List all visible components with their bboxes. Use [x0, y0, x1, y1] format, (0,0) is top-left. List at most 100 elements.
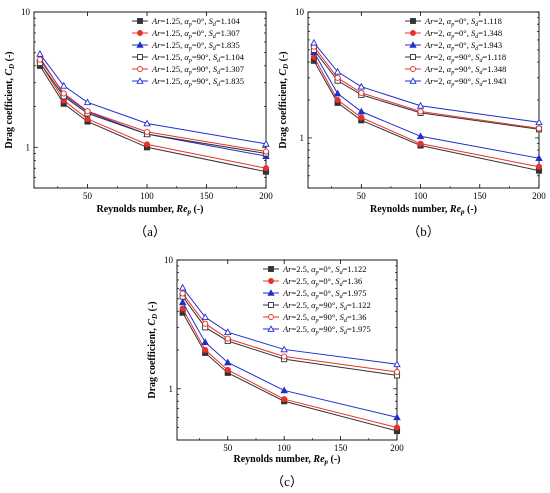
data-point [535, 118, 543, 126]
data-point [224, 358, 232, 366]
legend-entry: Ar=2, αp=90°, Sd=1.118 [405, 52, 506, 64]
data-point [416, 101, 425, 109]
legend-label: Ar=2, αp=0°, Sd=1.118 [424, 16, 502, 28]
panel-label: （b） [407, 224, 440, 239]
data-point [357, 107, 366, 115]
legend-marker [268, 314, 274, 320]
data-point [417, 108, 424, 115]
x-tick-label: 200 [259, 191, 273, 201]
chart-panel-1: 50 100 150 200 1 10 Reynolds number, Rep (-) Dr… [4, 7, 273, 239]
data-point [201, 338, 209, 346]
series-3 [178, 298, 401, 421]
series-6 [36, 49, 270, 147]
panel-label: （c） [271, 474, 303, 489]
data-point [393, 368, 401, 376]
legend-marker [410, 18, 416, 24]
x-tick-label: 50 [357, 191, 367, 201]
data-point [281, 353, 288, 360]
data-point [535, 163, 543, 170]
legend-marker [409, 41, 417, 48]
legend-label: Ar=1.25, αp=90°, Sd=1.835 [151, 76, 244, 88]
legend-entry: Ar=1.25, αp=90°, Sd=1.307 [132, 64, 244, 76]
data-point [59, 81, 68, 89]
legend-label: Ar=1.25, αp=0°, Sd=1.307 [151, 28, 240, 40]
data-point [179, 305, 186, 312]
series-5 [36, 56, 270, 155]
legend-entry: Ar=2, αp=0°, Sd=1.348 [405, 28, 502, 40]
data-point [417, 140, 424, 147]
data-point [334, 96, 341, 104]
legend-label: Ar=2.5, αp=0°, Sd=1.975 [282, 288, 367, 300]
legend-label: Ar=2.5, αp=90°, Sd=1.975 [282, 324, 371, 336]
x-axis-label: Reynolds number, Rep (-) [370, 204, 477, 216]
legend-marker [268, 302, 274, 308]
legend-entry: Ar=1.25, αp=0°, Sd=1.835 [132, 40, 240, 52]
plot-frame [307, 11, 540, 189]
legend-entry: Ar=2.5, αp=0°, Sd=1.36 [263, 276, 362, 288]
legend-label: Ar=2.5, αp=0°, Sd=1.122 [282, 264, 367, 276]
series-2 [310, 53, 543, 170]
legend-entry: Ar=1.25, αp=90°, Sd=1.104 [132, 52, 245, 64]
legend-entry: Ar=2.5, αp=0°, Sd=1.975 [263, 288, 367, 300]
x-tick-label: 50 [83, 191, 93, 201]
panel-label: （a） [134, 224, 166, 239]
data-point [201, 313, 209, 320]
legend-label: Ar=2.5, αp=0°, Sd=1.36 [282, 276, 362, 288]
data-point [280, 386, 288, 394]
series-6 [310, 38, 543, 126]
plot-frame [33, 11, 267, 189]
legend-marker [267, 289, 275, 296]
legend-label: Ar=1.25, αp=0°, Sd=1.104 [151, 16, 241, 28]
data-point [36, 49, 44, 57]
data-point [60, 90, 67, 97]
data-point [143, 119, 151, 127]
series-6 [178, 283, 401, 368]
legend-entry: Ar=1.25, αp=90°, Sd=1.835 [132, 76, 244, 88]
data-point [357, 82, 366, 90]
data-point [358, 89, 365, 96]
legend-label: Ar=2, αp=90°, Sd=1.943 [424, 76, 506, 88]
legend-entry: Ar=2, αp=0°, Sd=1.118 [405, 16, 502, 28]
x-tick-label: 50 [223, 443, 233, 453]
series-5 [310, 43, 543, 132]
legend-entry: Ar=2.5, αp=0°, Sd=1.122 [263, 264, 367, 276]
data-point [224, 335, 231, 342]
y-tick-label: 10 [295, 7, 305, 17]
x-axis-label: Reynolds number, Rep (-) [96, 204, 203, 216]
data-point [178, 298, 187, 306]
legend-marker [410, 66, 416, 72]
x-tick-label: 100 [414, 191, 428, 201]
data-point [358, 114, 365, 121]
y-tick-label: 1 [169, 384, 174, 394]
legend-entry: Ar=2, αp=90°, Sd=1.943 [405, 76, 506, 88]
data-point [280, 345, 288, 353]
legend-marker [136, 77, 144, 84]
legend-marker [409, 77, 417, 84]
legend-entry: Ar=2.5, αp=90°, Sd=1.122 [263, 300, 371, 312]
series-2 [36, 59, 270, 172]
data-point [310, 38, 318, 46]
legend-marker [410, 30, 416, 36]
series-4 [36, 59, 270, 157]
legend-entry: Ar=1.25, αp=0°, Sd=1.307 [132, 28, 240, 40]
legend-entry: Ar=2.5, αp=90°, Sd=1.36 [263, 312, 367, 324]
data-point [84, 108, 91, 115]
data-point [416, 132, 425, 140]
legend-label: Ar=2, αp=90°, Sd=1.348 [424, 64, 506, 76]
x-tick-label: 150 [200, 191, 214, 201]
legend-marker [268, 278, 274, 284]
legend-marker [410, 54, 416, 60]
legend-entry: Ar=2.5, αp=90°, Sd=1.975 [263, 324, 371, 336]
x-tick-label: 150 [473, 191, 487, 201]
legend-marker [267, 325, 275, 332]
legend-label: Ar=2, αp=90°, Sd=1.118 [424, 52, 506, 64]
data-point [333, 89, 342, 97]
series-2 [179, 305, 401, 431]
data-point [224, 366, 231, 373]
x-tick-label: 200 [532, 191, 546, 201]
data-point [83, 98, 92, 106]
